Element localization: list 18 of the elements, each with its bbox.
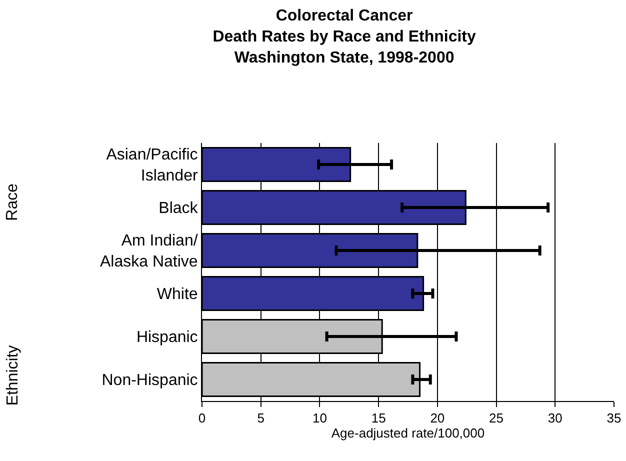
- x-tick-label: 35: [606, 410, 622, 426]
- x-tick-label: 20: [430, 410, 445, 426]
- x-tick-label: 0: [198, 410, 206, 426]
- x-tick-label: 10: [312, 410, 327, 426]
- chart-title: Colorectal Cancer Death Rates by Race and Ethnicity Washington State, 1998-2000: [212, 8, 476, 66]
- y-tick-label: Am Indian/ Alaska Native: [100, 232, 198, 270]
- y-tick-label: Black: [158, 200, 199, 218]
- x-tick-label: 30: [548, 410, 562, 426]
- y-tick-label: Non-Hispanic: [102, 372, 198, 390]
- y-tick-label: Asian/Pacific Islander: [106, 146, 198, 184]
- text: Race: [4, 183, 22, 221]
- x-axis-title: Age-adjusted rate/100,000: [331, 426, 485, 441]
- x-tick-label: 15: [371, 410, 386, 426]
- y-tick-label: Hispanic: [136, 329, 198, 346]
- text: Ethnicity: [4, 345, 22, 406]
- x-tick-label: 25: [489, 410, 504, 426]
- y-tick-label: White: [156, 286, 198, 304]
- x-tick-label: 5: [257, 410, 264, 426]
